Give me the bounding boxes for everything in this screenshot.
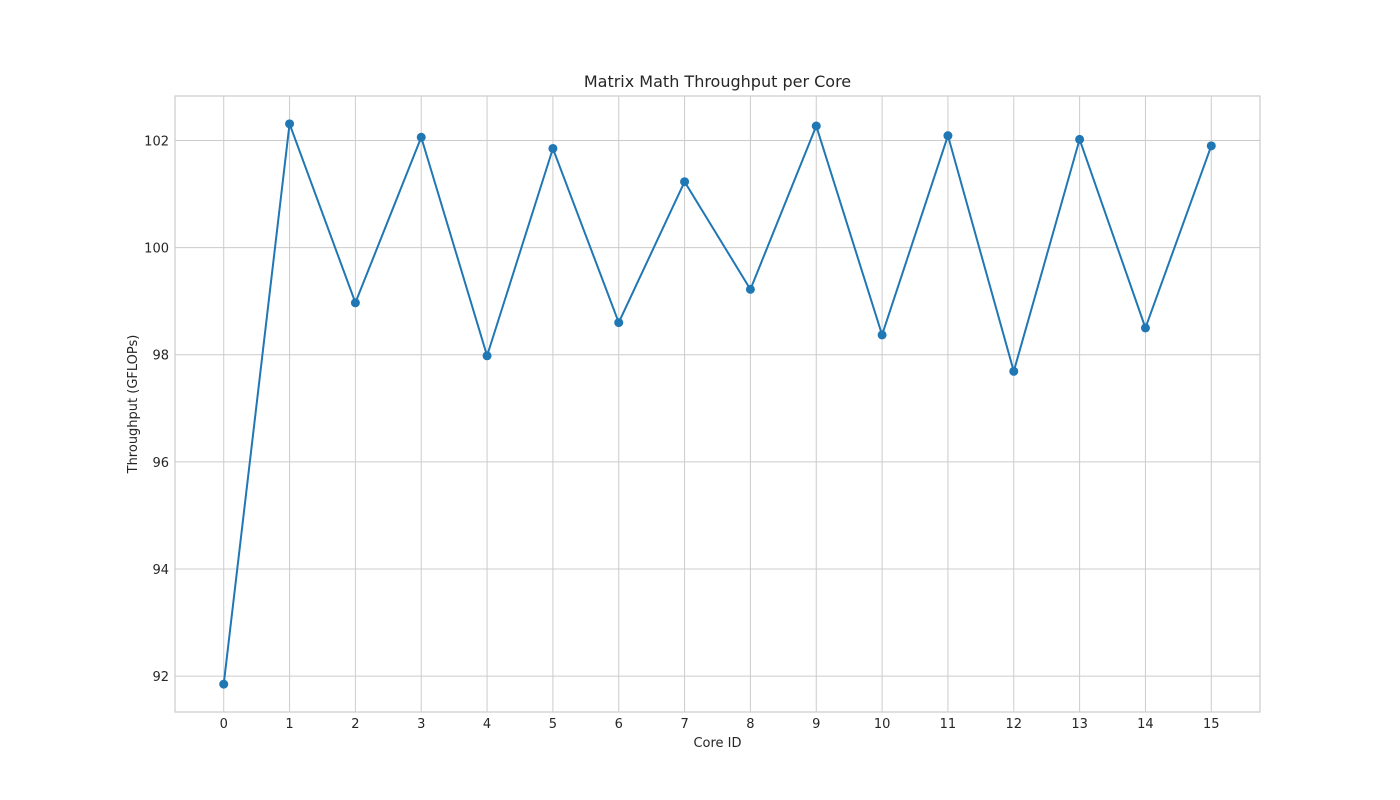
y-tick-label: 98 [152, 349, 169, 364]
plot-frame [174, 95, 1261, 713]
data-point [811, 121, 821, 131]
x-tick-label: 1 [285, 717, 293, 732]
x-tick-label: 13 [1071, 717, 1088, 732]
y-axis-label: Throughput (GFLOPs) [126, 335, 141, 475]
data-point [548, 143, 558, 153]
y-tick-label: 100 [144, 242, 169, 257]
data-point [1009, 366, 1019, 376]
x-tick-label: 8 [746, 717, 754, 732]
x-axis-label: Core ID [693, 736, 741, 751]
x-tick-label: 14 [1137, 717, 1154, 732]
data-point [219, 679, 229, 689]
data-point [614, 318, 624, 328]
x-gridlines [223, 96, 1212, 712]
x-tick-label: 15 [1203, 717, 1220, 732]
y-tick-label: 102 [144, 134, 169, 149]
x-tick-label: 0 [220, 717, 228, 732]
data-point [1206, 141, 1216, 151]
x-tick-label: 3 [417, 717, 425, 732]
data-point [350, 298, 360, 308]
data-point [482, 351, 492, 361]
y-tick-label: 94 [152, 563, 169, 578]
y-tick-label: 96 [152, 456, 169, 471]
data-points [219, 119, 1216, 689]
x-tick-label: 6 [615, 717, 623, 732]
y-tick-label: 92 [152, 670, 169, 685]
chart-title: Matrix Math Throughput per Core [584, 72, 851, 91]
y-tick-labels: 92 94 96 98 100 102 [144, 134, 169, 685]
x-tick-labels: 0 1 2 3 4 5 6 7 8 9 10 11 12 13 14 15 [220, 717, 1220, 732]
series-line [222, 123, 1213, 685]
x-tick-label: 7 [680, 717, 688, 732]
x-tick-label: 11 [940, 717, 957, 732]
data-point [680, 177, 690, 187]
data-point [1140, 323, 1150, 333]
data-point [943, 131, 953, 141]
x-tick-label: 9 [812, 717, 820, 732]
x-tick-label: 5 [549, 717, 557, 732]
x-tick-label: 4 [483, 717, 491, 732]
data-point [877, 330, 887, 340]
data-point [745, 284, 755, 294]
data-point [1075, 134, 1085, 144]
data-point [285, 119, 295, 129]
x-tick-label: 10 [874, 717, 891, 732]
x-tick-label: 12 [1005, 717, 1022, 732]
x-tick-label: 2 [351, 717, 359, 732]
data-point [416, 132, 426, 142]
y-gridlines [175, 139, 1260, 677]
